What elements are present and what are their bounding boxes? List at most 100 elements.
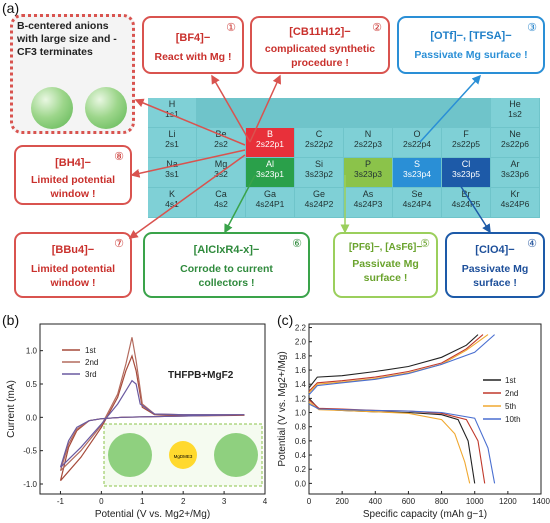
element-symbol: Ne: [509, 129, 521, 139]
element-symbol: O: [413, 129, 421, 139]
callout-3: ③ [OTf]−, [TFSA]− Passivate Mg surface !: [397, 16, 545, 74]
callout-2-title: [CB11H12]−: [289, 26, 351, 38]
callout-8-title: [BH4]−: [55, 157, 91, 169]
element-config: 3s23p6: [501, 169, 529, 179]
element-config: 4s1: [165, 199, 179, 209]
cv-series: [59, 337, 245, 482]
element-ca: Ca 4s2: [197, 188, 245, 217]
capacity-legend: 1st 2nd 5th 10th: [483, 376, 521, 424]
callout-4-title: [ClO4]−: [475, 244, 515, 256]
x-tick-label: 400: [369, 497, 383, 506]
callout-6-title: [AlClxR4-x]−: [193, 244, 260, 256]
element-c: C 2s22p2: [295, 128, 343, 157]
legend-label-10th: 10th: [505, 415, 521, 424]
callout-3-number: ③: [527, 22, 537, 34]
y-tick-label: 0.5: [26, 380, 38, 389]
callout-8: ⑧ [BH4]− Limited potential window !: [14, 145, 132, 205]
y-tick-label: 1.8: [295, 352, 307, 361]
callout-2: ② [CB11H12]− complicated synthetic proce…: [250, 16, 390, 74]
element-cl: Cl 3s23p5: [442, 158, 490, 187]
element-config: 2s22p5: [452, 139, 480, 149]
element-symbol: Al: [265, 159, 274, 169]
x-tick-label: 800: [435, 497, 449, 506]
element-symbol: Kr: [510, 189, 520, 199]
y-tick-label: -0.5: [23, 447, 37, 456]
element-config: 3s23p5: [452, 169, 480, 179]
callout-7-title: [BBu4]−: [51, 244, 95, 256]
y-tick-label: 1.2: [295, 394, 307, 403]
element-kr: Kr 4s24P6: [491, 188, 539, 217]
element-config: 2s22p1: [256, 139, 284, 149]
x-tick-label: 600: [402, 497, 416, 506]
legend-label-2nd: 2nd: [85, 358, 98, 367]
element-symbol: Mg: [214, 159, 228, 169]
y-tick-label: 0.4: [295, 451, 307, 460]
arrow-b-to-2: [249, 74, 281, 143]
element-al: Al 3s23p1: [246, 158, 294, 187]
cv-xlabel: Potential (V vs. Mg2+/Mg): [95, 509, 210, 520]
element-config: 3s23p1: [256, 169, 284, 179]
callout-4: ④ [ClO4]− Passivate Mg surface !: [445, 232, 545, 298]
element-config: 2s22p3: [354, 139, 382, 149]
callout-5-number: ⑤: [420, 238, 430, 250]
arrows-overlay: [128, 74, 491, 239]
element-he: He 1s2: [491, 98, 539, 127]
cv-ticks: -1 0 1 2 3 4 -1.0 -0.5 0.0 0.5 1.0: [23, 347, 268, 506]
element-symbol: Si: [314, 159, 323, 169]
element-symbol: Li: [168, 129, 176, 139]
x-tick-label: 1400: [532, 497, 550, 506]
element-symbol: Ge: [312, 189, 325, 199]
callout-1-desc: React with Mg !: [154, 51, 232, 63]
y-tick-label: 1.0: [26, 347, 38, 356]
callout-3-title: [OTf]−, [TFSA]−: [430, 30, 512, 42]
element-symbol: He: [509, 99, 521, 109]
charge-line-1st: [308, 334, 479, 389]
y-tick-label: 2.0: [295, 338, 307, 347]
cv-plot-frame: [39, 323, 266, 495]
callout-5-title: [PF6]−, [AsF6]−: [348, 242, 423, 253]
x-tick-label: 1: [140, 497, 145, 506]
element-symbol: B: [266, 129, 273, 139]
element-li: Li 2s1: [148, 128, 196, 157]
element-ga: Ga 4s24P1: [246, 188, 294, 217]
element-symbol: Cl: [461, 159, 471, 169]
element-config: 4s24P6: [500, 199, 530, 209]
arrow-b-to-box: [134, 98, 246, 146]
element-config: 4s24P2: [304, 199, 334, 209]
element-symbol: Ca: [215, 189, 227, 199]
y-tick-label: 0.6: [295, 437, 307, 446]
callout-5-desc: Passivate Mg surface !: [352, 258, 419, 284]
cv-ylabel: Current (mA): [6, 380, 17, 438]
capacity-ylabel: Potential (V vs. Mg2+/Mg): [277, 351, 288, 466]
element-symbol: Be: [215, 129, 227, 139]
element-symbol: Ga: [263, 189, 276, 199]
callout-5: ⑤ [PF6]−, [AsF6]− Passivate Mg surface !: [333, 232, 438, 298]
cv-chart: -1 0 1 2 3 4 -1.0 -0.5 0.0 0.5 1.0 1st 2nd 3rd THFPB…: [6, 323, 268, 520]
element-symbol: Se: [411, 189, 423, 199]
arrow-b-to-7: [128, 154, 246, 239]
arrow-o-to-3: [419, 74, 482, 143]
x-tick-label: 1000: [466, 497, 484, 506]
callout-8-desc: Limited potential window !: [31, 174, 115, 200]
y-tick-label: 1.0: [295, 409, 307, 418]
legend-label-1st: 1st: [85, 346, 96, 355]
panel-label-c: (c): [277, 312, 294, 328]
capacity-series: [308, 334, 496, 484]
cv-line-3rd: [59, 379, 245, 468]
element-config: 4s24P1: [255, 199, 285, 209]
element-k: K 4s1: [148, 188, 196, 217]
panel-label-b: (b): [2, 312, 20, 328]
x-tick-label: 1200: [499, 497, 517, 506]
legend-label-3rd: 3rd: [85, 370, 97, 379]
callout-1-title: [BF4]−: [175, 32, 211, 44]
callout-4-number: ④: [527, 238, 537, 250]
callout-6-desc: Corrode to current collectors !: [180, 263, 273, 289]
element-se: Se 4s24P4: [393, 188, 441, 217]
inset-sphere-left: [108, 433, 152, 477]
element-f: F 2s22p5: [442, 128, 490, 157]
element-config: 3s23p3: [354, 169, 382, 179]
x-tick-label: 200: [335, 497, 349, 506]
element-config: 1s1: [165, 109, 179, 119]
element-symbol: C: [315, 129, 323, 139]
callout-6: ⑥ [AlClxR4-x]− Corrode to current collec…: [143, 232, 310, 298]
